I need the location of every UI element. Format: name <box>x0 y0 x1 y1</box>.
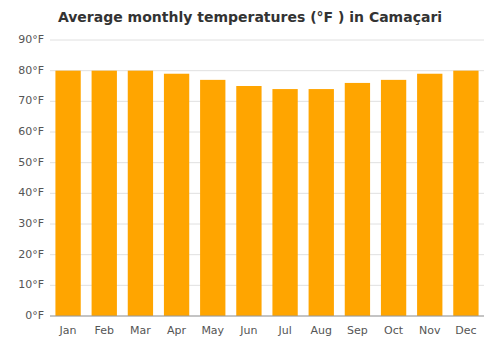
bar <box>55 71 80 316</box>
y-tick-label: 90°F <box>18 33 44 46</box>
bar <box>236 86 261 316</box>
bar <box>200 80 225 316</box>
bars <box>55 71 478 316</box>
y-tick-label: 50°F <box>18 156 44 169</box>
y-tick-label: 30°F <box>18 217 44 230</box>
grid-line <box>50 316 484 317</box>
x-axis-line <box>50 316 484 317</box>
bar <box>345 83 370 316</box>
y-tick-label: 20°F <box>18 248 44 261</box>
grid <box>50 40 484 316</box>
bar <box>381 80 406 316</box>
page: {"chart_data": {"type": "bar", "title": … <box>0 0 500 350</box>
x-tick-label: Sep <box>347 324 368 337</box>
y-axis: 0°F 10°F 20°F 30°F 40°F 50°F 60°F 70°F 80°F 90°F <box>18 33 44 322</box>
y-tick-label: 10°F <box>18 278 44 291</box>
x-tick-label: Jul <box>277 324 291 337</box>
bar <box>164 74 189 316</box>
bar <box>309 89 334 316</box>
bar <box>272 89 297 316</box>
title: Average monthly temperatures (°F ) in Ca… <box>58 9 442 25</box>
x-tick-label: Dec <box>455 324 476 337</box>
x-axis: Jan Feb Mar Apr May Jun Jul Aug Sep Oct Nov Dec <box>59 324 477 337</box>
y-tick-label: 60°F <box>18 125 44 138</box>
y-tick-label: 40°F <box>18 186 44 199</box>
x-tick-label: Aug <box>311 324 332 337</box>
grid-line <box>50 40 484 41</box>
y-tick-label: 0°F <box>25 309 44 322</box>
x-tick-label: Mar <box>130 324 151 337</box>
x-tick-label: Feb <box>95 324 114 337</box>
bar <box>128 71 153 316</box>
x-tick-label: May <box>201 324 224 337</box>
x-tick-label: Apr <box>167 324 187 337</box>
bar <box>453 71 478 316</box>
bar <box>417 74 442 316</box>
y-tick-label: 70°F <box>18 94 44 107</box>
chart: Average monthly temperatures (°F ) in Ca… <box>0 0 500 350</box>
x-tick-label: Oct <box>384 324 404 337</box>
x-tick-label: Jun <box>239 324 257 337</box>
x-tick-label: Jan <box>59 324 77 337</box>
y-tick-label: 80°F <box>18 64 44 77</box>
bar <box>92 71 117 316</box>
x-tick-label: Nov <box>419 324 441 337</box>
chart-container: Average monthly temperatures (°F ) in Ca… <box>0 0 500 350</box>
